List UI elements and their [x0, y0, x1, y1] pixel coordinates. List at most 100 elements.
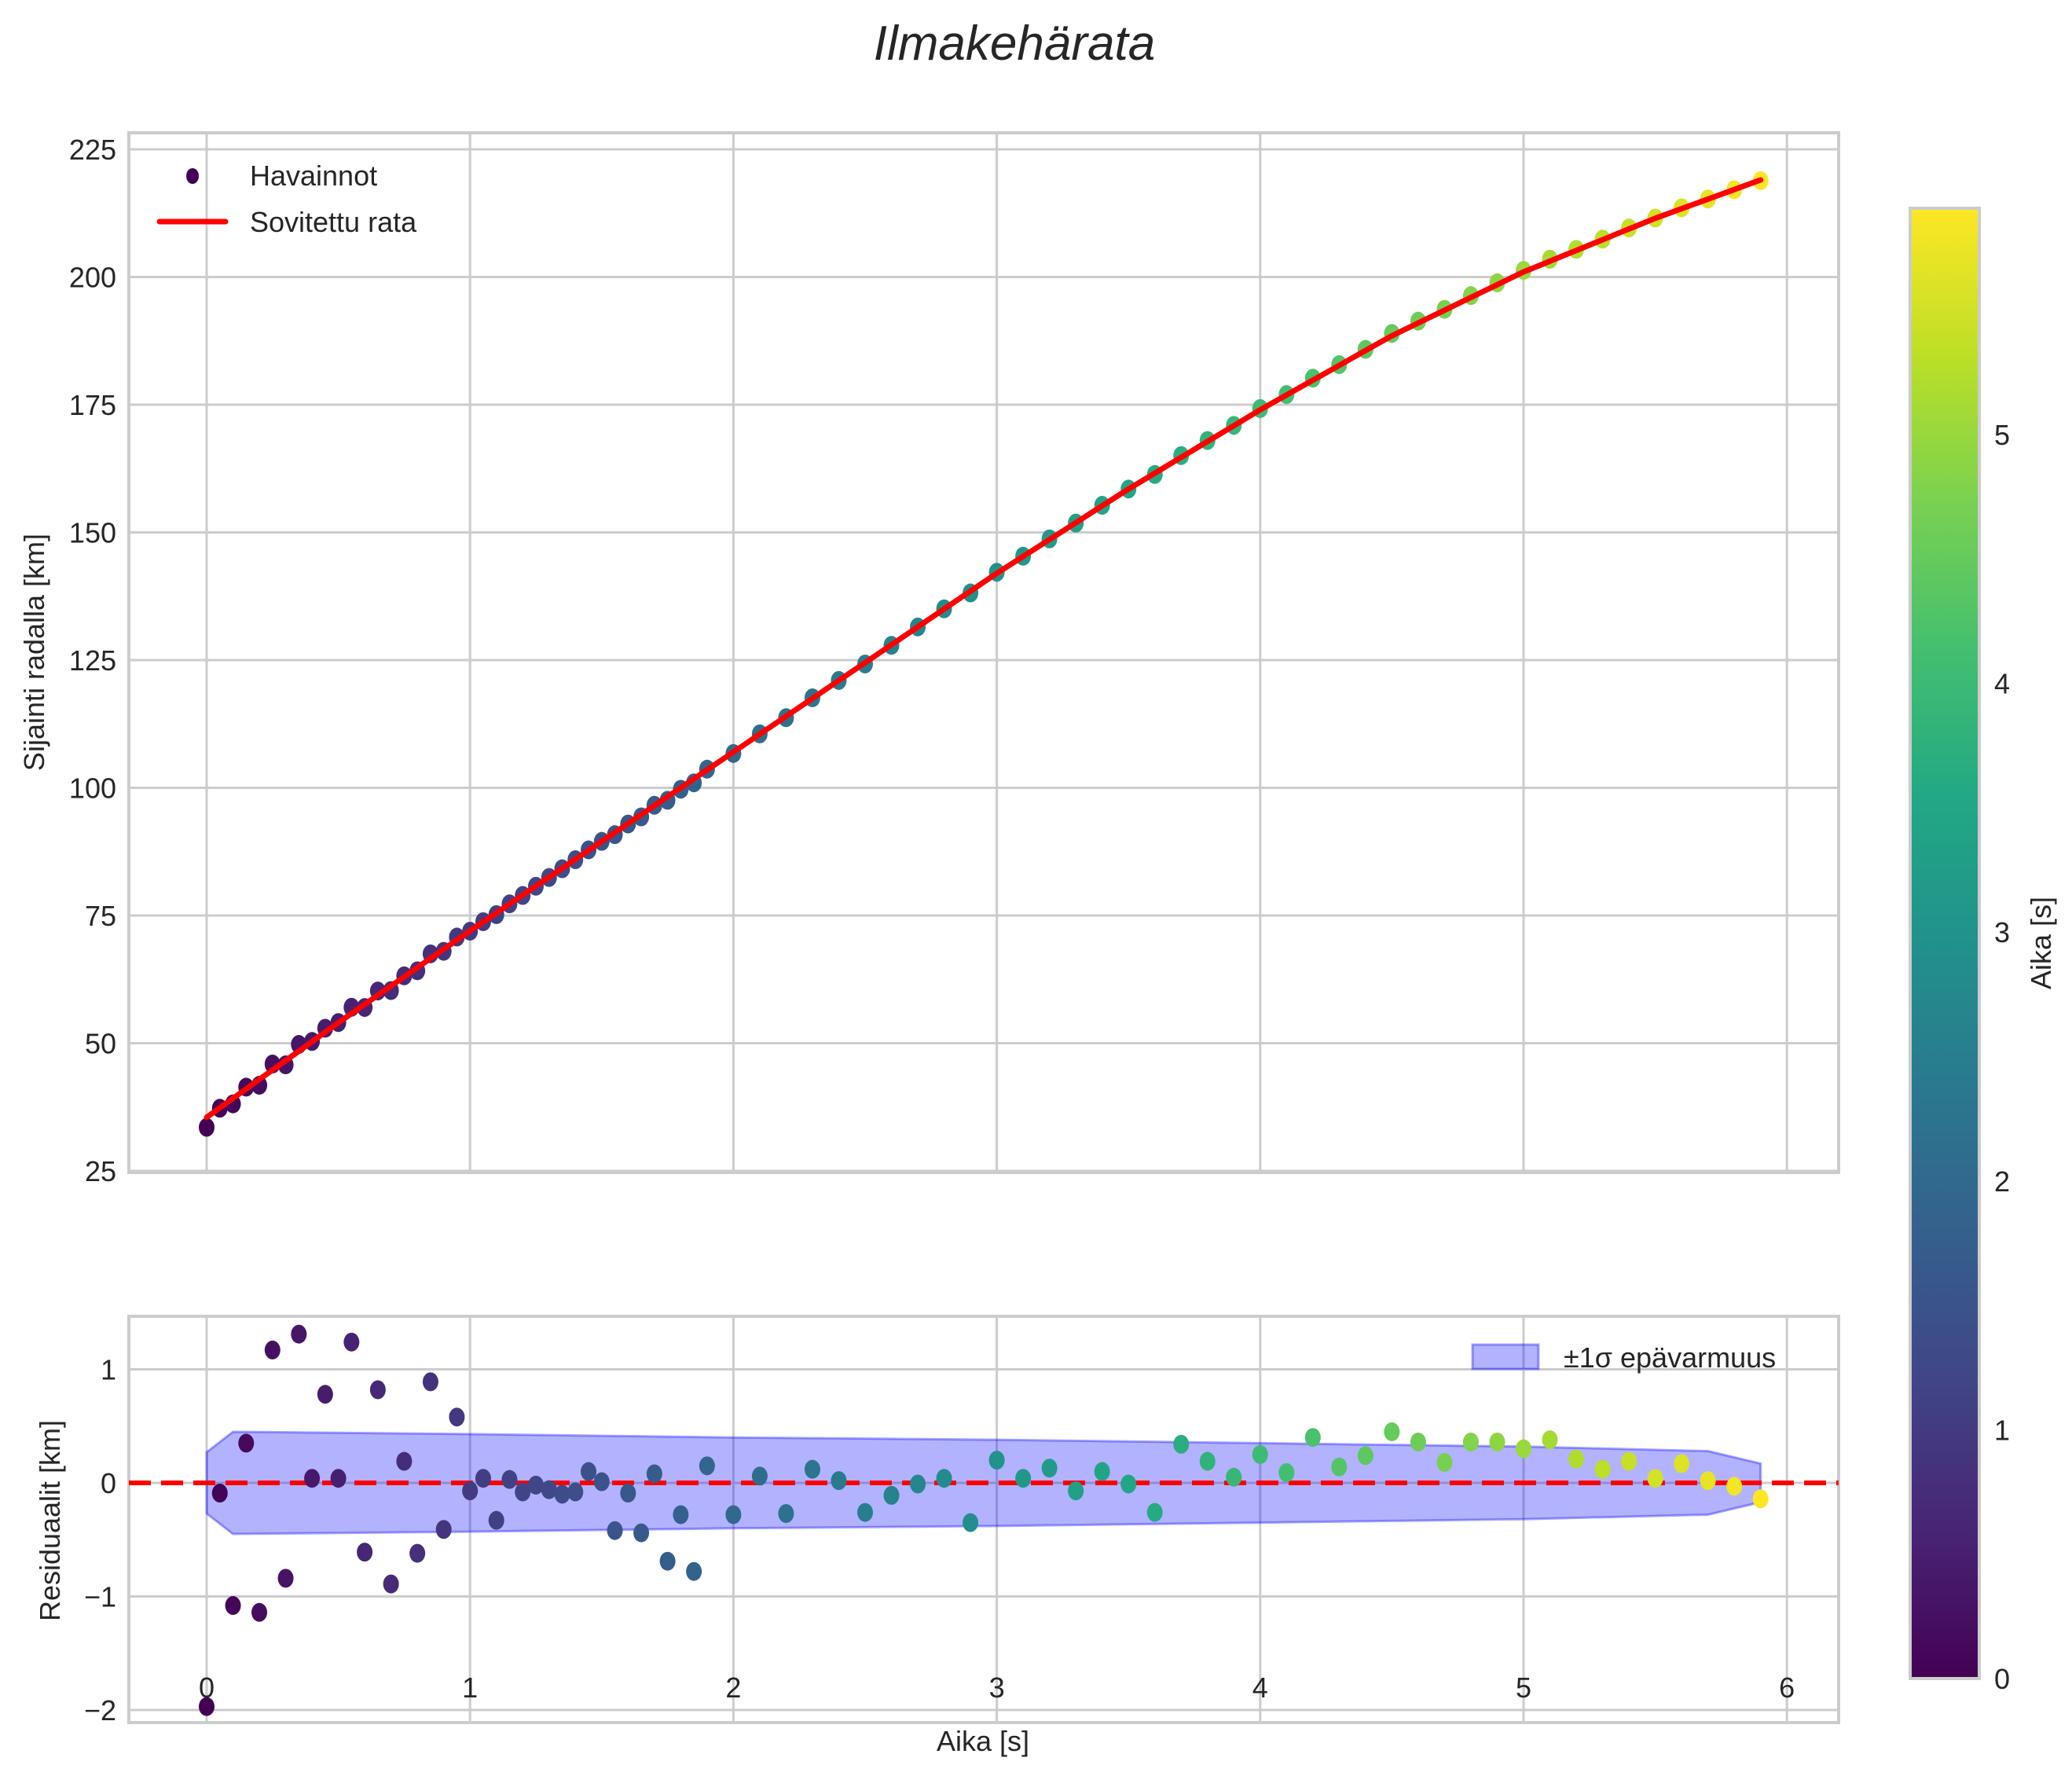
residual-y-tick-labels: −2 −1 0 1 [84, 1354, 116, 1727]
residual-y-axis-label: Residuaalit [km] [34, 1420, 66, 1621]
residual-point [1305, 1428, 1321, 1447]
residual-point [304, 1469, 320, 1488]
residual-point [1015, 1469, 1031, 1488]
colorbar-label: Aika [s] [2025, 897, 2057, 989]
observation-points [199, 171, 1769, 1137]
colorbar-tick-label: 4 [1994, 668, 2010, 700]
y-tick-label: 225 [69, 134, 116, 166]
x-axis-label: Aika [s] [937, 1725, 1029, 1757]
residual-point [1753, 1489, 1769, 1508]
residual-point [857, 1503, 873, 1522]
residual-point [1384, 1422, 1399, 1441]
residual-point [462, 1481, 478, 1500]
chart-canvas: Ilmakehärata 255075100125150175200225 Si… [0, 0, 2072, 1765]
residual-point [436, 1520, 452, 1539]
top-gridlines [129, 133, 1839, 1172]
legend-observation-marker-icon [186, 168, 199, 184]
residual-point [647, 1464, 662, 1483]
residual-point [1568, 1450, 1584, 1469]
residual-point [1226, 1468, 1241, 1487]
residual-point [594, 1473, 610, 1492]
y-tick-label: −2 [84, 1694, 116, 1726]
residual-point [1042, 1459, 1058, 1477]
y-tick-label: 200 [69, 262, 116, 294]
residual-point [226, 1596, 241, 1615]
residual-point [251, 1603, 267, 1622]
residual-point [937, 1469, 952, 1488]
y-tick-label: 1 [101, 1354, 116, 1386]
residual-point [686, 1562, 702, 1581]
y-tick-label: 125 [69, 644, 116, 677]
x-tick-label: 2 [725, 1671, 741, 1704]
legend-observations-label: Havainnot [250, 160, 377, 192]
residual-point [607, 1521, 623, 1540]
legend-band-swatch-icon [1472, 1345, 1538, 1369]
colorbar-tick-label: 1 [1994, 1414, 2010, 1446]
residual-point [620, 1484, 636, 1503]
residual-point [725, 1505, 741, 1524]
top-axes-frame [129, 133, 1839, 1172]
residual-point [752, 1466, 768, 1485]
residual-point [831, 1471, 846, 1490]
x-tick-label: 4 [1252, 1671, 1268, 1704]
residual-point [1463, 1433, 1479, 1451]
residual-point [699, 1456, 715, 1475]
colorbar-tick-label: 3 [1994, 916, 2010, 949]
residual-point [555, 1484, 570, 1503]
residual-point [291, 1325, 306, 1344]
top-y-tick-labels: 255075100125150175200225 [69, 134, 116, 1187]
residual-point [1726, 1477, 1742, 1495]
x-tick-label: 3 [989, 1671, 1005, 1704]
residual-point [1516, 1440, 1531, 1459]
residual-point [989, 1451, 1005, 1470]
residual-point [331, 1469, 347, 1488]
residual-point [396, 1452, 412, 1471]
residual-point [778, 1504, 794, 1523]
residual-point [343, 1333, 359, 1352]
residual-point [501, 1470, 517, 1489]
residual-point [660, 1552, 676, 1571]
residual-point [1068, 1481, 1084, 1500]
residual-point [449, 1407, 464, 1426]
y-tick-label: 50 [85, 1028, 116, 1060]
residual-panel: −2−101 0123456 Residuaalit [km] Aika [s]… [34, 1316, 1839, 1757]
y-tick-label: 0 [101, 1467, 116, 1499]
colorbar: 012345 Aika [s] [1910, 208, 2057, 1695]
residual-point [1173, 1435, 1189, 1454]
y-tick-label: 175 [69, 389, 116, 421]
top-panel: 255075100125150175200225 Sijainti radall… [18, 133, 1839, 1187]
residual-point [1489, 1433, 1505, 1451]
residual-point [1331, 1458, 1347, 1477]
y-tick-label: −1 [84, 1581, 116, 1613]
residual-point [910, 1474, 926, 1493]
residual-point [1674, 1454, 1689, 1473]
residual-point [1147, 1503, 1163, 1522]
observation-point [199, 1118, 215, 1137]
residual-point [528, 1476, 544, 1495]
colorbar-tick-labels: 012345 [1994, 419, 2010, 1695]
residual-point [278, 1569, 294, 1587]
residual-point [212, 1484, 228, 1503]
x-tick-label: 6 [1779, 1671, 1795, 1704]
y-tick-label: 150 [69, 517, 116, 549]
residual-point [1410, 1433, 1426, 1451]
y-tick-label: 100 [69, 772, 116, 805]
colorbar-tick-label: 2 [1994, 1165, 2010, 1198]
residual-point [1595, 1460, 1611, 1479]
residual-point [317, 1385, 333, 1404]
residual-point [541, 1481, 557, 1499]
y-tick-label: 75 [85, 900, 116, 932]
chart-title: Ilmakehärata [874, 17, 1155, 71]
residual-point [1621, 1452, 1637, 1471]
residual-point [1200, 1452, 1216, 1471]
residual-point [357, 1543, 372, 1561]
x-tick-label: 1 [462, 1671, 478, 1704]
residual-point [567, 1483, 583, 1502]
residual-point [805, 1460, 820, 1479]
residual-point [1700, 1471, 1716, 1490]
residual-point [409, 1544, 425, 1563]
residual-point [1436, 1453, 1452, 1472]
fitted-trajectory-line [207, 180, 1761, 1117]
residual-point [265, 1341, 281, 1360]
residual-point [238, 1433, 254, 1452]
